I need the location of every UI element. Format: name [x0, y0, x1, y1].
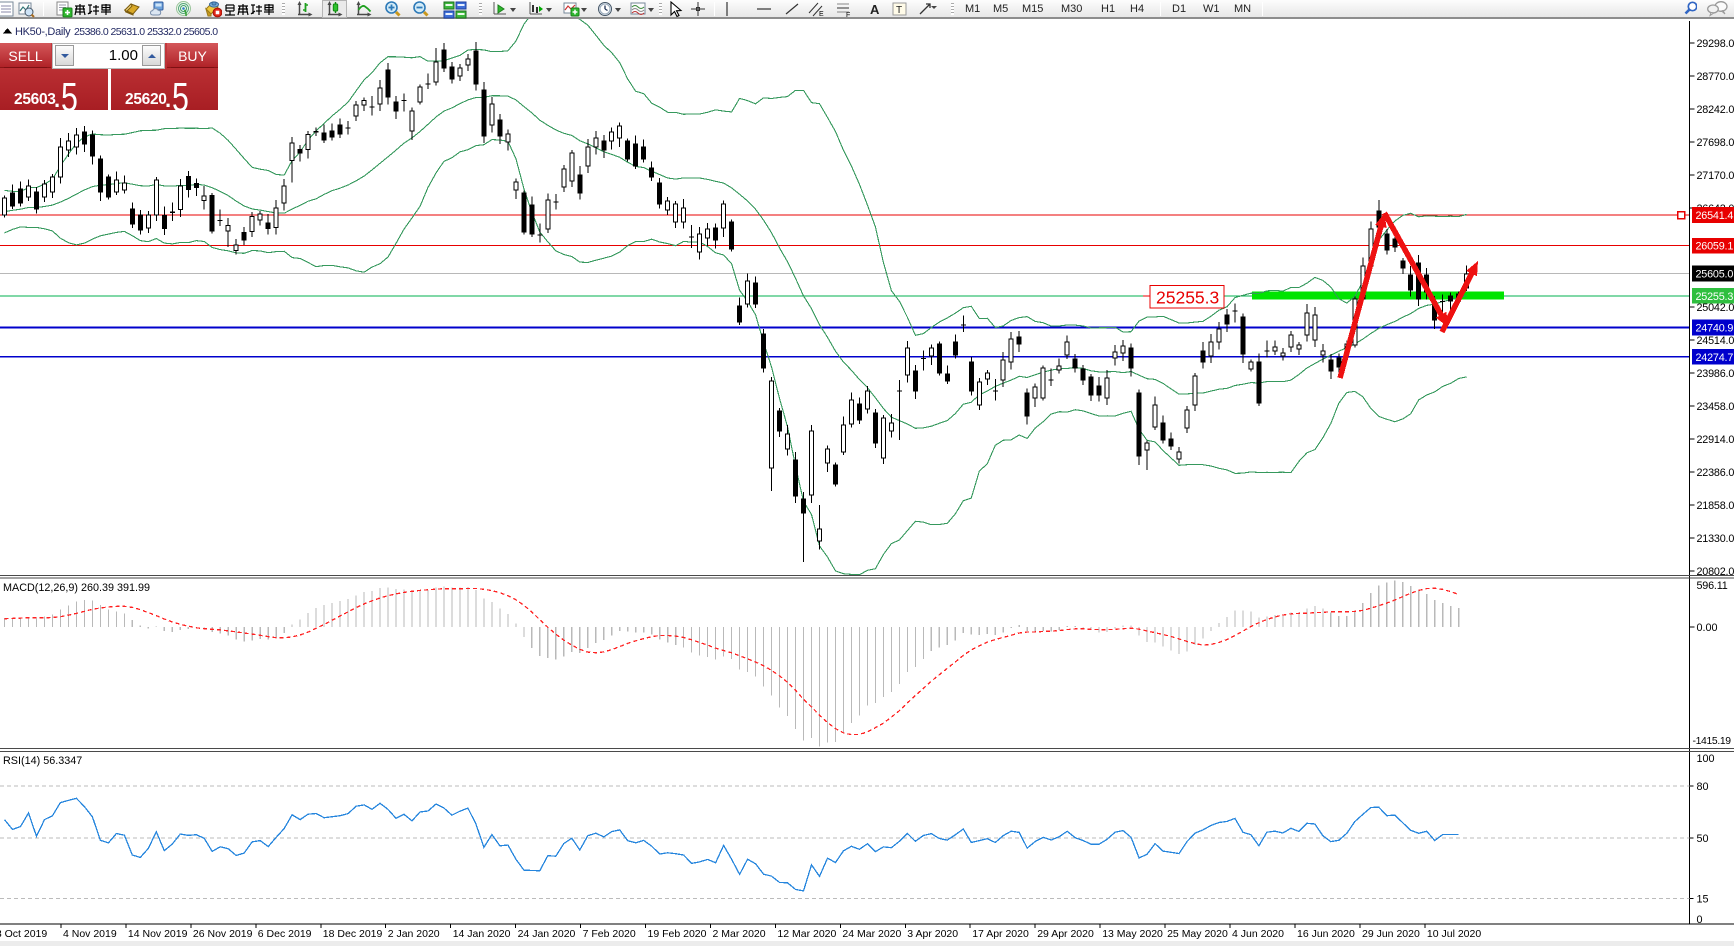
svg-text:25042.0: 25042.0 — [1697, 302, 1734, 314]
svg-text:80: 80 — [1697, 781, 1709, 793]
svg-text:13 May 2020: 13 May 2020 — [1102, 928, 1163, 940]
svg-text:17 Apr 2020: 17 Apr 2020 — [972, 928, 1029, 940]
svg-text:10 Jul 2020: 10 Jul 2020 — [1427, 928, 1481, 940]
svg-text:MACD(12,26,9) 260.39 391.99: MACD(12,26,9) 260.39 391.99 — [3, 582, 150, 594]
svg-text:3 Apr 2020: 3 Apr 2020 — [907, 928, 958, 940]
svg-text:29 Jun 2020: 29 Jun 2020 — [1362, 928, 1420, 940]
svg-text:20802.0: 20802.0 — [1697, 566, 1734, 578]
svg-text:4 Nov 2019: 4 Nov 2019 — [63, 928, 117, 940]
svg-text:22914.0: 22914.0 — [1697, 434, 1734, 446]
svg-text:24514.0: 24514.0 — [1697, 335, 1734, 347]
svg-text:28770.0: 28770.0 — [1697, 71, 1734, 83]
svg-text:29298.0: 29298.0 — [1697, 38, 1734, 50]
svg-text:25605.0: 25605.0 — [1696, 269, 1734, 281]
svg-text:19 Feb 2020: 19 Feb 2020 — [648, 928, 707, 940]
svg-text:27170.0: 27170.0 — [1697, 170, 1734, 182]
svg-text:28242.0: 28242.0 — [1697, 104, 1734, 116]
svg-text:21858.0: 21858.0 — [1697, 500, 1734, 512]
svg-text:21330.0: 21330.0 — [1697, 533, 1734, 545]
svg-text:23 Oct 2019: 23 Oct 2019 — [0, 928, 47, 940]
svg-text:0.00: 0.00 — [1697, 622, 1718, 634]
svg-text:7 Feb 2020: 7 Feb 2020 — [583, 928, 636, 940]
svg-text:F: F — [846, 12, 850, 18]
svg-text:596.11: 596.11 — [1697, 580, 1728, 592]
svg-text:A: A — [870, 2, 880, 17]
svg-text:29 Apr 2020: 29 Apr 2020 — [1037, 928, 1094, 940]
svg-text:22386.0: 22386.0 — [1697, 467, 1734, 479]
svg-text:24 Jan 2020: 24 Jan 2020 — [518, 928, 576, 940]
svg-text:18 Dec 2019: 18 Dec 2019 — [323, 928, 383, 940]
svg-text:26 Nov 2019: 26 Nov 2019 — [193, 928, 253, 940]
svg-text:0: 0 — [1697, 914, 1703, 926]
svg-text:24740.9: 24740.9 — [1696, 323, 1734, 335]
svg-text:100: 100 — [1697, 753, 1715, 765]
svg-text:14 Nov 2019: 14 Nov 2019 — [128, 928, 188, 940]
svg-text:E: E — [819, 11, 824, 18]
svg-text:6 Dec 2019: 6 Dec 2019 — [258, 928, 312, 940]
svg-text:24 Mar 2020: 24 Mar 2020 — [842, 928, 901, 940]
svg-text:50: 50 — [1697, 833, 1709, 845]
svg-text:12 Mar 2020: 12 Mar 2020 — [777, 928, 836, 940]
svg-text:23458.0: 23458.0 — [1697, 401, 1734, 413]
svg-text:26541.4: 26541.4 — [1696, 210, 1734, 222]
svg-text:16 Jun 2020: 16 Jun 2020 — [1297, 928, 1355, 940]
svg-text:26059.1: 26059.1 — [1696, 241, 1734, 253]
svg-text:25 May 2020: 25 May 2020 — [1167, 928, 1228, 940]
svg-text:2 Mar 2020: 2 Mar 2020 — [713, 928, 766, 940]
svg-text:27698.0: 27698.0 — [1697, 137, 1734, 149]
svg-text:4 Jun 2020: 4 Jun 2020 — [1232, 928, 1284, 940]
svg-text:14 Jan 2020: 14 Jan 2020 — [453, 928, 511, 940]
svg-text:23986.0: 23986.0 — [1697, 368, 1734, 380]
svg-text:T: T — [896, 5, 902, 16]
svg-text:15: 15 — [1697, 894, 1709, 906]
svg-text:25255.3: 25255.3 — [1696, 291, 1734, 303]
svg-text:24274.7: 24274.7 — [1696, 352, 1734, 364]
svg-text:2 Jan 2020: 2 Jan 2020 — [388, 928, 440, 940]
svg-text:25255.3: 25255.3 — [1156, 288, 1219, 308]
svg-text:HK50-,Daily: HK50-,Daily — [15, 26, 71, 38]
svg-text:-1415.19: -1415.19 — [1693, 736, 1732, 747]
svg-text:RSI(14) 56.3347: RSI(14) 56.3347 — [3, 755, 82, 767]
svg-text:25386.0 25631.0 25332.0 25605.: 25386.0 25631.0 25332.0 25605.0 — [74, 26, 218, 38]
